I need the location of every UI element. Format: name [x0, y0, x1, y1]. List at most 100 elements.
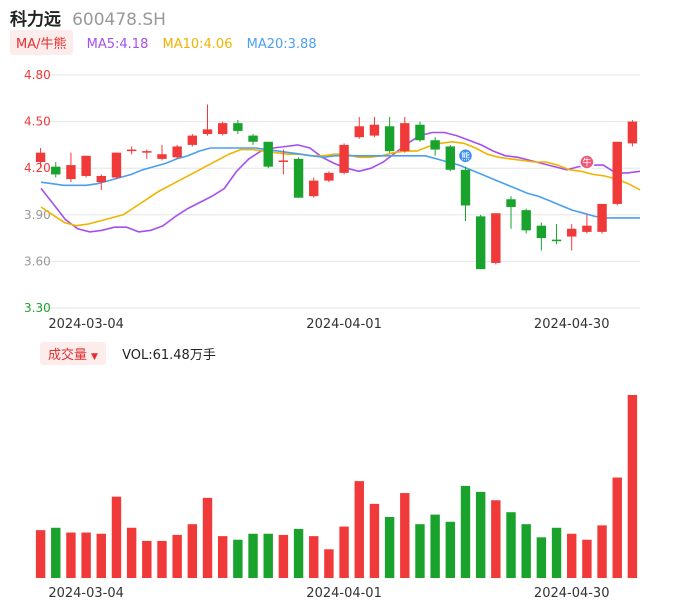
volume-bar — [51, 527, 61, 578]
candle-body — [627, 121, 638, 144]
candle-body — [506, 199, 516, 208]
candle-body — [415, 124, 425, 141]
volume-bar — [81, 532, 91, 578]
volume-bar — [551, 527, 562, 578]
ma-type-selector[interactable]: MA/牛熊 — [10, 30, 73, 55]
volume-bar — [233, 539, 243, 578]
candle-body — [66, 165, 76, 180]
volume-bar — [354, 481, 364, 578]
y-tick-label: 4.20 — [24, 161, 51, 175]
volume-bar — [278, 534, 289, 578]
volume-bar — [460, 485, 471, 578]
candle-body — [339, 144, 349, 173]
candle-body — [187, 135, 198, 145]
volume-indicator-selector[interactable]: 成交量 ▼ — [40, 342, 106, 365]
candle-body — [172, 146, 182, 158]
volume-bar — [309, 536, 319, 578]
stock-name: 科力远 — [10, 10, 61, 30]
y-tick-label: 4.80 — [24, 68, 51, 82]
candle-body — [582, 225, 592, 232]
candle-body — [51, 166, 61, 175]
candle-body — [309, 180, 319, 197]
volume-bar — [612, 477, 622, 578]
candle-body — [445, 146, 456, 170]
bull-signal-icon — [579, 154, 595, 170]
volume-x-tick-label: 2024-04-01 — [306, 586, 382, 601]
volume-bar — [96, 533, 106, 578]
candle-body — [233, 123, 243, 131]
candle-body — [96, 175, 106, 183]
volume-bar — [430, 514, 440, 578]
candle-body — [126, 149, 137, 152]
volume-bar — [475, 491, 486, 578]
volume-bar — [582, 539, 592, 578]
y-tick-label: 4.50 — [24, 115, 51, 129]
volume-bar — [172, 534, 182, 578]
volume-bar — [324, 549, 334, 578]
volume-x-tick-label: 2024-04-30 — [534, 586, 610, 601]
volume-bar — [111, 496, 122, 578]
y-tick-label: 3.90 — [24, 208, 51, 222]
candle-body — [597, 203, 607, 232]
candle-body — [263, 141, 273, 167]
candle-body — [475, 216, 486, 270]
volume-bar — [597, 525, 607, 578]
candle-body — [35, 152, 46, 162]
volume-bar — [445, 521, 456, 578]
title-row: 科力远 600478.SH — [10, 5, 166, 30]
candle-body — [369, 124, 380, 136]
volume-bar — [157, 540, 167, 578]
volume-bar — [187, 524, 198, 578]
volume-bar — [506, 512, 516, 578]
volume-selector-label: 成交量 — [48, 348, 88, 363]
candle-body — [612, 141, 622, 204]
y-tick-label: 3.60 — [24, 254, 51, 268]
candle-body — [142, 151, 152, 153]
candle-body — [324, 172, 334, 181]
candle-body — [567, 228, 577, 237]
volume-bar — [66, 532, 76, 578]
candle-body — [400, 123, 410, 152]
ma20-label: MA20:3.88 — [246, 37, 317, 52]
ma5-label: MA5:4.18 — [86, 37, 149, 52]
candle-body — [157, 154, 167, 159]
volume-value: VOL:61.48万手 — [122, 348, 216, 363]
candle-body — [521, 210, 531, 231]
candle-body — [278, 160, 289, 162]
caret-down-icon: ▼ — [91, 352, 98, 362]
x-tick-label: 2024-04-30 — [534, 317, 610, 332]
candle-body — [248, 135, 258, 142]
bull-signal-label: 牛 — [582, 156, 591, 168]
candle-body — [293, 158, 304, 198]
candle-body — [430, 140, 440, 150]
volume-bar — [142, 540, 152, 578]
candle-body — [217, 123, 228, 135]
volume-bar — [521, 524, 531, 578]
volume-legend: 成交量 ▼ VOL:61.48万手 — [40, 342, 216, 365]
volume-bar — [217, 536, 228, 578]
candle-body — [111, 152, 122, 178]
candle-body — [536, 225, 547, 239]
x-tick-label: 2024-03-04 — [48, 317, 124, 332]
volume-bar — [567, 533, 577, 578]
candle-body — [202, 129, 213, 135]
y-tick-label: 3.30 — [24, 301, 51, 315]
candle-body — [384, 126, 395, 152]
volume-bar — [126, 527, 137, 578]
volume-bar — [202, 497, 213, 578]
bear-signal-label: 熊 — [461, 150, 470, 162]
volume-bar — [536, 537, 547, 578]
ma10-label: MA10:4.06 — [162, 37, 233, 52]
volume-bar — [248, 533, 258, 578]
candle-body — [354, 126, 364, 138]
volume-bar — [384, 517, 395, 578]
candle-body — [551, 239, 562, 242]
candle-body — [81, 155, 91, 176]
volume-bar — [339, 526, 349, 578]
volume-bar — [415, 524, 425, 578]
candle-body — [491, 213, 501, 263]
volume-bar — [400, 493, 410, 578]
volume-bar — [35, 530, 46, 578]
ma-legend: MA/牛熊 MA5:4.18 MA10:4.06 MA20:3.88 — [10, 30, 317, 55]
